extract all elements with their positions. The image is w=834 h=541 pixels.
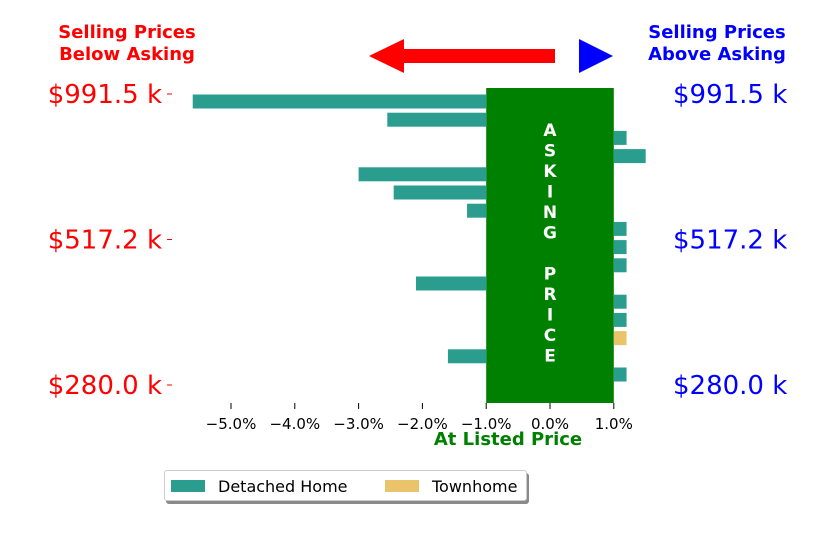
- bar-detached-0: [192, 94, 487, 109]
- asking-letter-11: E: [544, 347, 556, 367]
- bar-detached-6: [467, 203, 487, 218]
- asking-letter-8: R: [543, 285, 556, 305]
- asking-letter-4: N: [543, 203, 557, 223]
- bar-detached-9: [613, 258, 627, 273]
- bar-detached-1: [387, 112, 487, 127]
- header-right-line1: Selling Prices: [648, 22, 785, 43]
- y-tick-left-2: $280.0 k: [48, 371, 162, 401]
- right-arrow-icon: [579, 39, 613, 73]
- x-tick-label-0: −5.0%: [206, 415, 257, 433]
- header-left-line2: Below Asking: [59, 44, 195, 65]
- bar-townhome-0: [613, 331, 627, 346]
- bar-detached-14: [613, 367, 627, 382]
- asking-letter-5: G: [543, 224, 557, 244]
- bar-detached-7: [613, 221, 627, 236]
- x-tick-label-1: −4.0%: [269, 415, 320, 433]
- bar-detached-10: [416, 276, 487, 291]
- y-tick-right-0: $991.5 k: [673, 80, 787, 110]
- legend-swatch-townhome: [385, 480, 419, 492]
- y-tick-left-1: $517.2 k: [48, 226, 162, 256]
- legend-swatch-detached: [171, 480, 205, 492]
- bar-detached-4: [358, 167, 487, 182]
- x-tick-label-3: −2.0%: [397, 415, 448, 433]
- y-tick-right-1: $517.2 k: [673, 226, 787, 256]
- x-tick-label-2: −3.0%: [333, 415, 384, 433]
- bar-detached-3: [613, 149, 646, 164]
- bar-detached-2: [613, 130, 627, 145]
- asking-letter-2: K: [543, 162, 557, 182]
- y-tick-right-2: $280.0 k: [673, 371, 787, 401]
- legend-label-detached: Detached Home: [218, 476, 348, 496]
- x-tick-label-6: 1.0%: [595, 415, 633, 433]
- legend: Detached Home Townhome: [164, 470, 527, 501]
- asking-letter-3: I: [547, 183, 553, 203]
- legend-item-detached: Detached Home: [171, 476, 348, 496]
- header-left-line1: Selling Prices: [58, 22, 195, 43]
- bar-detached-5: [393, 185, 487, 200]
- x-tick-label-5: 0.0%: [531, 415, 569, 433]
- asking-letter-0: A: [543, 121, 557, 141]
- asking-price-band: [486, 88, 614, 403]
- y-tick-left-0: $991.5 k: [48, 80, 162, 110]
- legend-item-townhome: Townhome: [385, 476, 517, 496]
- bar-detached-13: [447, 349, 487, 364]
- bar-detached-11: [613, 294, 627, 309]
- asking-letter-10: C: [544, 326, 556, 346]
- asking-letter-1: S: [544, 142, 556, 162]
- asking-letter-7: P: [544, 265, 556, 285]
- asking-letter-9: I: [547, 306, 553, 326]
- left-arrow-icon: [369, 39, 555, 73]
- bar-detached-8: [613, 240, 627, 255]
- x-axis-label: At Listed Price: [434, 429, 582, 450]
- legend-label-townhome: Townhome: [432, 476, 518, 496]
- x-tick-label-4: −1.0%: [461, 415, 512, 433]
- header-right-line2: Above Asking: [648, 44, 786, 65]
- bar-detached-12: [613, 312, 627, 327]
